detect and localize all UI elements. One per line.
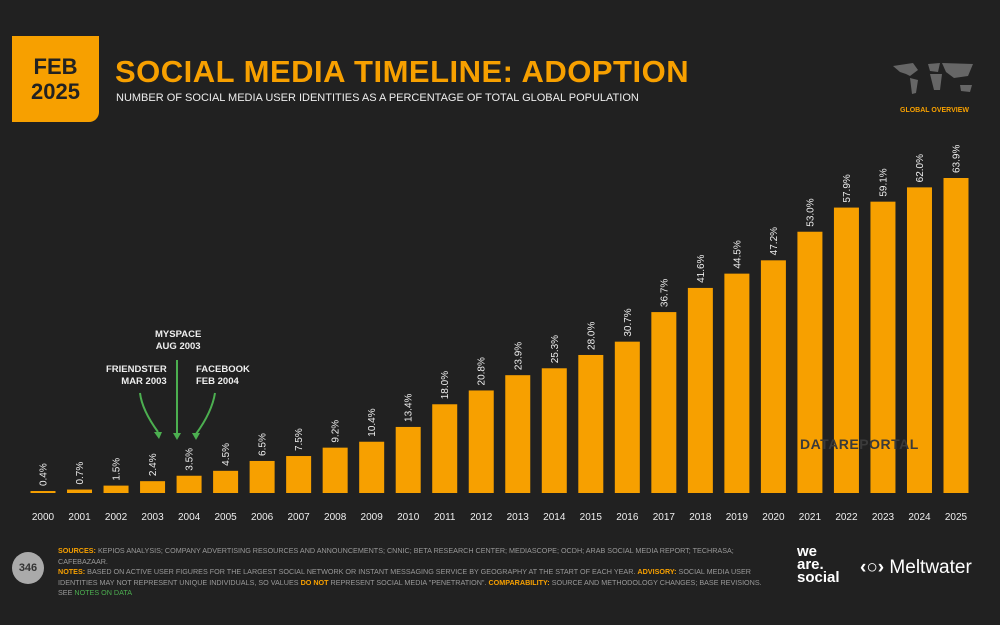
region-label: GLOBAL OVERVIEW — [900, 107, 969, 114]
x-tick-label: 2013 — [507, 512, 530, 523]
x-tick-label: 2011 — [434, 512, 456, 523]
data-label: 53.0% — [805, 198, 816, 226]
bar-2017 — [651, 312, 677, 493]
bar-2007 — [286, 456, 312, 493]
x-tick-label: 2020 — [762, 512, 785, 523]
bar-2022 — [833, 207, 859, 494]
x-tick-label: 2010 — [397, 512, 420, 523]
data-label: 2.4% — [148, 453, 159, 476]
footnotes: SOURCES: KEPIOS ANALYSIS; COMPANY ADVERT… — [58, 546, 762, 597]
bar-2021 — [797, 231, 823, 493]
x-tick-label: 2007 — [288, 512, 311, 523]
bar-2010 — [395, 426, 421, 493]
x-tick-label: 2006 — [251, 512, 274, 523]
data-label: 7.5% — [294, 428, 305, 451]
meltwater-icon: ‹○› — [860, 557, 885, 578]
bar-2011 — [432, 404, 458, 493]
notes-on-data-link[interactable]: NOTES ON DATA — [74, 588, 133, 597]
annotation-myspace: MYSPACE AUG 2003 — [155, 329, 202, 352]
data-label: 28.0% — [586, 322, 597, 350]
data-label: 4.5% — [221, 443, 232, 466]
x-tick-label: 2008 — [324, 512, 347, 523]
x-tick-label: 2001 — [68, 512, 91, 523]
bar-2002 — [103, 485, 129, 493]
data-label: 57.9% — [842, 174, 853, 202]
data-label: 20.8% — [477, 357, 488, 385]
bar-2015 — [578, 354, 604, 493]
data-label: 1.5% — [112, 458, 123, 481]
datareportal-watermark: DATAREPORTAL — [800, 436, 919, 452]
x-tick-label: 2015 — [580, 512, 603, 523]
x-tick-label: 2021 — [799, 512, 822, 523]
data-label: 47.2% — [769, 227, 780, 255]
bar-2016 — [614, 341, 640, 493]
bar-2001 — [67, 489, 93, 493]
facebook-arrow-icon — [195, 392, 216, 435]
x-tick-label: 2009 — [361, 512, 384, 523]
data-label: 3.5% — [185, 448, 196, 471]
page-title: SOCIAL MEDIA TIMELINE: ADOPTION — [115, 54, 690, 89]
bar-2023 — [870, 201, 896, 493]
x-tick-label: 2003 — [141, 512, 164, 523]
bar-2019 — [724, 273, 750, 493]
data-label: 9.2% — [331, 420, 342, 443]
x-tick-label: 2024 — [908, 512, 931, 523]
data-label: 25.3% — [550, 335, 561, 363]
bar-2018 — [687, 287, 713, 493]
data-label: 0.4% — [39, 463, 50, 486]
x-tick-label: 2014 — [543, 512, 566, 523]
we-are-social-logo: we are. social — [797, 543, 840, 586]
bar-chart: 0.4% 2000 0.7% 2001 1.5% 2002 2.4% 2003 3.5% 2004… — [30, 145, 969, 523]
data-label: 6.5% — [258, 433, 269, 456]
x-tick-label: 2016 — [616, 512, 639, 523]
data-label: 0.7% — [75, 462, 86, 485]
page-number: 346 — [12, 552, 44, 584]
x-tick-label: 2017 — [653, 512, 676, 523]
x-tick-label: 2025 — [945, 512, 968, 523]
bar-2009 — [359, 441, 385, 493]
bar-2020 — [760, 260, 786, 493]
bar-2014 — [541, 368, 567, 493]
bar-2025 — [943, 178, 969, 493]
x-tick-label: 2004 — [178, 512, 201, 523]
data-label: 63.9% — [952, 145, 963, 173]
data-label: 23.9% — [513, 342, 524, 370]
x-tick-label: 2019 — [726, 512, 749, 523]
x-tick-label: 2005 — [214, 512, 237, 523]
x-tick-label: 2000 — [32, 512, 55, 523]
data-label: 44.5% — [732, 240, 743, 268]
bar-2006 — [249, 460, 275, 493]
bar-2005 — [213, 470, 239, 493]
x-tick-label: 2002 — [105, 512, 128, 523]
friendster-arrow-icon — [139, 392, 159, 433]
bar-2003 — [140, 481, 166, 493]
date-badge: FEB 2025 — [12, 36, 99, 122]
data-label: 59.1% — [878, 168, 889, 196]
annotation-facebook: FACEBOOK FEB 2004 — [196, 364, 250, 387]
x-tick-label: 2018 — [689, 512, 712, 523]
data-label: 41.6% — [696, 254, 707, 282]
data-label: 30.7% — [623, 308, 634, 336]
page-subtitle: NUMBER OF SOCIAL MEDIA USER IDENTITIES A… — [116, 92, 639, 104]
data-label: 36.7% — [659, 279, 670, 307]
bar-2008 — [322, 447, 348, 493]
annotation-friendster: FRIENDSTER MAR 2003 — [106, 364, 167, 387]
data-label: 62.0% — [915, 154, 926, 182]
bar-2013 — [505, 375, 531, 493]
data-label: 18.0% — [440, 371, 451, 399]
x-tick-label: 2023 — [872, 512, 895, 523]
annotation-arrows — [139, 360, 216, 440]
bar-2012 — [468, 390, 494, 493]
bar-2024 — [906, 187, 932, 493]
bar-2004 — [176, 475, 202, 493]
date-month: FEB — [33, 54, 78, 79]
x-tick-label: 2012 — [470, 512, 493, 523]
world-map-icon — [893, 63, 973, 94]
meltwater-logo: ‹○› Meltwater — [860, 557, 972, 578]
x-tick-label: 2022 — [835, 512, 858, 523]
date-year: 2025 — [31, 79, 80, 104]
bar-2000 — [30, 491, 56, 493]
data-label: 13.4% — [404, 393, 415, 421]
data-label: 10.4% — [367, 408, 378, 436]
